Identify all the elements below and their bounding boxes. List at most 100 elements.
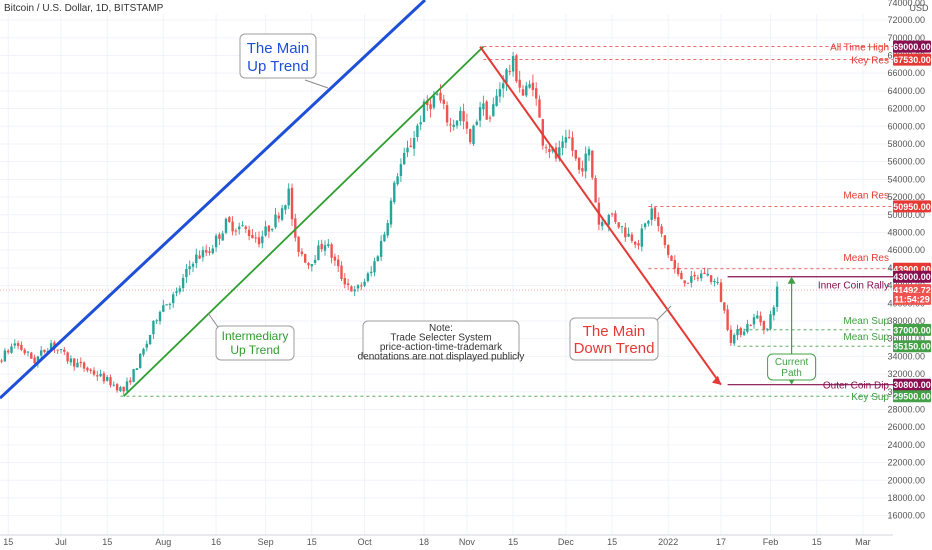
candle-up xyxy=(158,311,162,322)
candle-up xyxy=(76,362,79,368)
candle-up xyxy=(584,153,587,172)
candle-down xyxy=(594,178,597,203)
intermediary-callout xyxy=(215,325,295,361)
level-price-tag-text: 67530.00 xyxy=(893,55,931,65)
candle-down xyxy=(218,234,221,239)
candle-down xyxy=(247,229,251,237)
y-tick-label: 58000.00 xyxy=(887,139,925,149)
candle-up xyxy=(40,350,43,356)
candle-down xyxy=(337,259,340,267)
candle-up xyxy=(214,235,218,248)
candle-down xyxy=(439,92,442,101)
note-text: Trade Selecter System xyxy=(390,333,491,344)
currency-label: USD xyxy=(909,3,929,13)
candle-down xyxy=(749,325,752,327)
candle-up xyxy=(191,263,195,267)
candle-down xyxy=(680,272,683,280)
y-tick-label: 32000.00 xyxy=(887,369,925,379)
candle-up xyxy=(416,125,419,138)
down-trend-arrowhead xyxy=(712,375,721,385)
candle-down xyxy=(0,360,3,362)
candle-down xyxy=(670,255,673,261)
candle-down xyxy=(630,234,634,241)
current-path-callout xyxy=(767,353,817,381)
candle-down xyxy=(73,358,76,367)
level-lines: All Time High Key Res Mean Res Mean Res Inne… xyxy=(0,43,893,403)
candle-up xyxy=(403,152,406,165)
candle-up xyxy=(379,240,383,257)
level-price-tag xyxy=(893,200,931,213)
level-label: Inner Coin Rally xyxy=(818,281,889,292)
y-tick-label: 60000.00 xyxy=(887,121,925,131)
level-price-tag xyxy=(893,40,931,53)
candle-up xyxy=(742,331,746,335)
candle-up xyxy=(406,147,409,153)
level-price-tag xyxy=(893,390,931,403)
candle-down xyxy=(544,147,548,149)
candle-up xyxy=(396,176,399,185)
main-down-trend-label: The Main xyxy=(583,323,646,340)
candle-up xyxy=(370,271,373,274)
candle-up xyxy=(495,95,498,106)
candle-up xyxy=(139,353,142,369)
y-tick-label: 20000.00 xyxy=(887,475,925,485)
candle-up xyxy=(165,304,168,306)
candle-up xyxy=(221,233,224,241)
intermediary-label: Intermediary xyxy=(222,329,289,343)
candle-down xyxy=(449,124,452,126)
candle-down xyxy=(234,230,238,232)
x-tick-label: Jul xyxy=(55,537,67,547)
candle-up xyxy=(181,277,185,289)
candle-up xyxy=(690,276,693,283)
candle-down xyxy=(676,267,680,275)
y-tick-label: 24000.00 xyxy=(887,440,925,450)
candle-down xyxy=(86,367,89,371)
current-path-label: Current xyxy=(775,357,809,368)
main-down-trend-label: Down Trend xyxy=(574,340,655,357)
candle-up xyxy=(175,291,178,294)
candle-up xyxy=(152,320,155,335)
x-tick-label: Nov xyxy=(459,537,476,547)
x-tick-label: 17 xyxy=(716,537,726,547)
candle-down xyxy=(726,309,729,330)
candle-down xyxy=(16,343,20,346)
candle-up xyxy=(587,149,591,156)
level-price-tag-text: 37000.00 xyxy=(893,325,931,335)
candle-up xyxy=(353,289,356,292)
y-tick-label: 18000.00 xyxy=(887,493,925,503)
candle-up xyxy=(188,266,191,270)
candle-up xyxy=(148,335,152,345)
y-tick-label: 38000.00 xyxy=(887,316,925,326)
candle-up xyxy=(112,384,115,386)
y-tick-label: 46000.00 xyxy=(887,245,925,255)
y-tick-label: 62000.00 xyxy=(887,104,925,114)
level-label: All Time High xyxy=(830,43,889,54)
callout-pointer xyxy=(304,79,329,89)
candle-down xyxy=(488,117,492,119)
candle-down xyxy=(277,215,280,219)
candle-down xyxy=(462,111,465,122)
level-price-tag xyxy=(893,53,931,66)
candle-up xyxy=(775,286,779,307)
candle-up xyxy=(558,147,561,159)
candle-down xyxy=(663,235,667,246)
candle-up xyxy=(211,248,214,254)
candle-down xyxy=(96,375,99,377)
candle-down xyxy=(129,380,132,383)
candle-up xyxy=(99,373,102,377)
x-tick-label: 15 xyxy=(812,537,822,547)
level-label: Mean Sup xyxy=(843,316,889,327)
candle-up xyxy=(525,85,528,96)
candle-down xyxy=(729,329,733,343)
candle-up xyxy=(772,307,775,316)
candle-up xyxy=(241,225,244,227)
candle-up xyxy=(317,245,320,261)
level-price-tag-text: 50950.00 xyxy=(893,202,931,212)
candle-up xyxy=(478,107,482,121)
candle-down xyxy=(469,129,472,143)
y-tick-label: 48000.00 xyxy=(887,227,925,237)
candle-up xyxy=(647,220,650,224)
y-tick-label: 66000.00 xyxy=(887,68,925,78)
level-label: Key Res xyxy=(851,56,889,67)
candle-up xyxy=(643,223,647,228)
